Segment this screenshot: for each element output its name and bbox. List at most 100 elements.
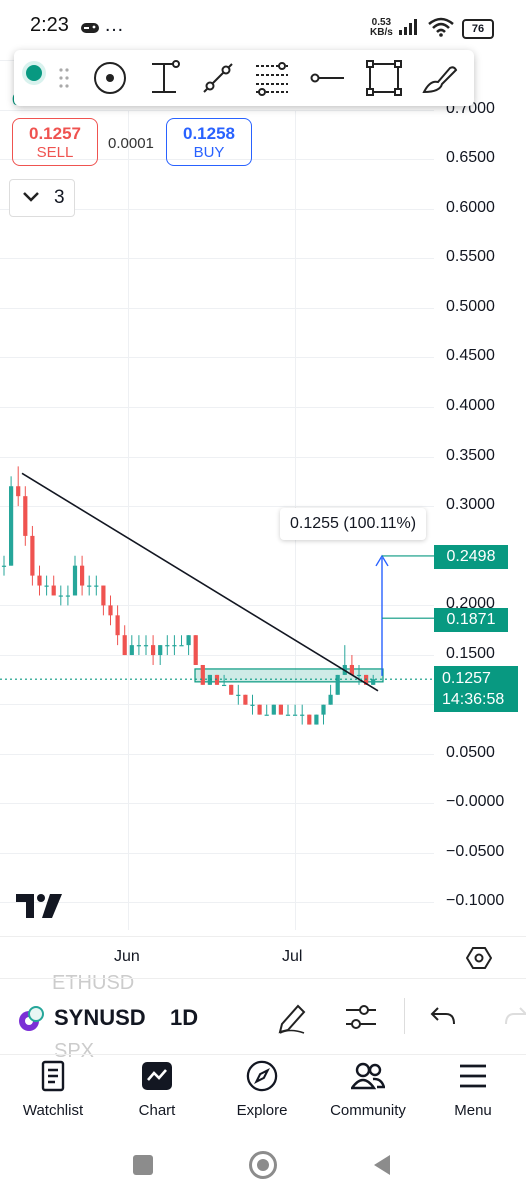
target-price-label: 0.2498	[434, 545, 508, 569]
nav-explore[interactable]: Explore	[212, 1060, 312, 1119]
network-speed-value: 0.53	[371, 17, 392, 28]
grid-line	[0, 258, 434, 259]
price-tick: 0.6000	[446, 199, 495, 216]
price-tick: 0.1500	[446, 645, 495, 662]
candle-body	[122, 635, 127, 656]
toolbar-status-dot	[26, 65, 42, 81]
candle-body	[172, 645, 177, 647]
candle-body	[51, 585, 56, 596]
price-tick: 0.3500	[446, 447, 495, 464]
candlestick-chart[interactable]	[0, 100, 440, 930]
network-speed-unit: KB/s	[370, 27, 393, 38]
compass-icon	[246, 1060, 278, 1092]
candle-body	[101, 585, 106, 606]
rectangle-tool-icon[interactable]	[364, 58, 404, 98]
nav-community-label: Community	[330, 1102, 406, 1119]
price-tick: 0.3000	[446, 496, 495, 513]
candle-body	[278, 704, 283, 715]
price-tick: 0.5500	[446, 248, 495, 265]
trendline-tool-icon[interactable]	[198, 58, 238, 98]
candle-body	[16, 486, 21, 497]
candle-body	[371, 679, 376, 685]
candle-body	[143, 645, 149, 647]
grid-line	[0, 209, 434, 210]
drawing-pen-icon[interactable]	[276, 1000, 308, 1039]
grid-line	[0, 357, 434, 358]
grid-line	[0, 655, 434, 656]
candle-body	[151, 645, 156, 656]
sell-label: SELL	[36, 144, 74, 161]
buy-price: 0.1258	[183, 124, 235, 143]
next-symbol[interactable]: SPX	[54, 1040, 95, 1058]
grid-line	[0, 457, 434, 458]
nav-explore-label: Explore	[236, 1102, 288, 1119]
signal-icon	[398, 18, 420, 41]
prev-symbol[interactable]: ETHUSD	[52, 972, 135, 994]
recents-icon[interactable]	[133, 1155, 153, 1175]
price-tick: 0.4500	[446, 347, 495, 364]
symbol-bar-border	[0, 978, 526, 979]
symbol-logo-icon	[16, 1004, 46, 1039]
drag-handle-icon[interactable]	[58, 67, 70, 94]
candle-body	[136, 645, 141, 647]
grid-line	[0, 110, 434, 111]
brush-tool-icon[interactable]	[420, 58, 460, 98]
candle-body	[94, 585, 99, 587]
price-tick: 0.2000	[446, 595, 495, 612]
candle-body	[356, 674, 362, 677]
indicators-sliders-icon[interactable]	[344, 1002, 378, 1037]
candle-body	[186, 635, 191, 646]
candle-body	[44, 585, 49, 587]
candle-body	[250, 704, 255, 706]
candle-body	[271, 704, 276, 715]
menu-icon	[460, 1064, 486, 1088]
candle-body	[293, 714, 298, 716]
time-label-jul: Jul	[282, 948, 303, 965]
grid-line	[0, 704, 434, 705]
candle-body	[158, 645, 163, 656]
home-icon[interactable]	[249, 1151, 277, 1179]
candle-body	[257, 704, 262, 715]
time-axis-border	[0, 936, 526, 937]
candle-body	[108, 605, 113, 616]
buy-button[interactable]: 0.1258 BUY	[166, 118, 252, 166]
drawing-toolbar	[14, 50, 474, 106]
undo-icon[interactable]	[430, 1006, 456, 1033]
nav-watchlist[interactable]: Watchlist	[3, 1060, 103, 1119]
interval-button[interactable]: 1D	[170, 1005, 199, 1030]
price-tick: −0.0000	[446, 793, 505, 810]
grid-line	[0, 853, 434, 854]
anchored-text-tool-icon[interactable]	[144, 58, 184, 98]
nav-chart[interactable]: Chart	[107, 1060, 207, 1119]
candle-body	[65, 595, 70, 597]
candle-body	[229, 684, 234, 695]
chevron-down-icon	[22, 190, 40, 209]
nav-watchlist-label: Watchlist	[22, 1102, 84, 1119]
price-tick: 0.4000	[446, 397, 495, 414]
candle-body	[115, 615, 120, 636]
cursor-tool-icon[interactable]	[90, 58, 130, 98]
fib-retracement-tool-icon[interactable]	[252, 58, 292, 98]
horizontal-ray-tool-icon[interactable]	[306, 58, 346, 98]
indicators-toggle[interactable]: 3	[9, 179, 75, 217]
chart-settings-hex-icon[interactable]	[465, 945, 493, 976]
chart-icon	[142, 1062, 172, 1090]
redo-icon[interactable]	[504, 1006, 526, 1033]
sell-button[interactable]: 0.1257 SELL	[12, 118, 98, 166]
candle-body	[72, 565, 78, 596]
candle-body	[87, 585, 92, 587]
nav-community[interactable]: Community	[318, 1060, 418, 1119]
price-tick: −0.1000	[446, 892, 505, 909]
symbol-name[interactable]: SYNUSD	[54, 1005, 146, 1030]
price-tick: 0.5000	[446, 298, 495, 315]
game-controller-icon	[80, 20, 100, 41]
back-icon[interactable]	[372, 1153, 392, 1182]
nav-menu[interactable]: Menu	[423, 1060, 523, 1119]
candle-body	[222, 684, 227, 687]
grid-line	[0, 506, 434, 507]
candle-body	[129, 645, 134, 656]
candle-body	[165, 645, 170, 647]
nav-chart-label: Chart	[138, 1102, 176, 1119]
candle-body	[243, 694, 248, 705]
grid-line	[0, 605, 434, 606]
